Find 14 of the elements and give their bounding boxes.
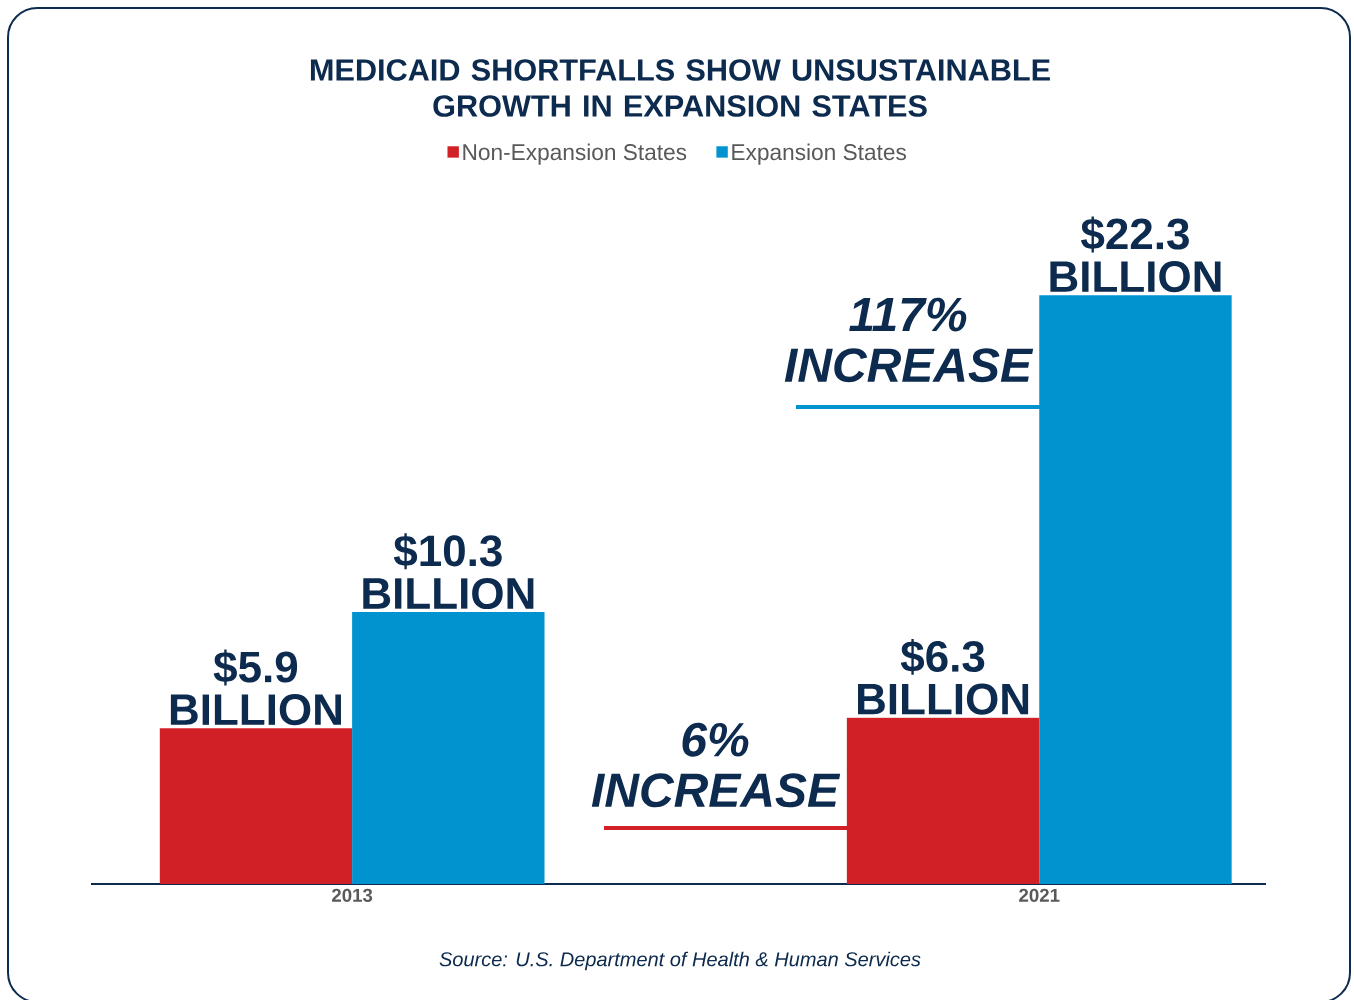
- x-tick-label: 2021: [1019, 888, 1060, 902]
- data-label: $10.3 BILLION: [363, 533, 534, 610]
- data-label: $22.3 BILLION: [1050, 216, 1221, 293]
- source-note: Source: U.S. Department of Health & Human Services: [439, 951, 921, 971]
- annotation: 6% INCREASE: [591, 722, 841, 808]
- legend-label: Non-Expansion States: [463, 143, 687, 165]
- annotation: 117% INCREASE: [784, 297, 1034, 383]
- data-label: $6.3 BILLION: [858, 638, 1029, 715]
- legend-label: Expansion States: [732, 143, 906, 165]
- data-label: $5.9 BILLION: [170, 649, 341, 726]
- chart-title: MEDICAID SHORTFALLS SHOW UNSUSTAINABLE GROWTH IN EXPANSION STATES: [310, 59, 1050, 117]
- x-tick-label: 2013: [332, 888, 373, 902]
- bar: [159, 728, 353, 884]
- bar: [352, 612, 545, 884]
